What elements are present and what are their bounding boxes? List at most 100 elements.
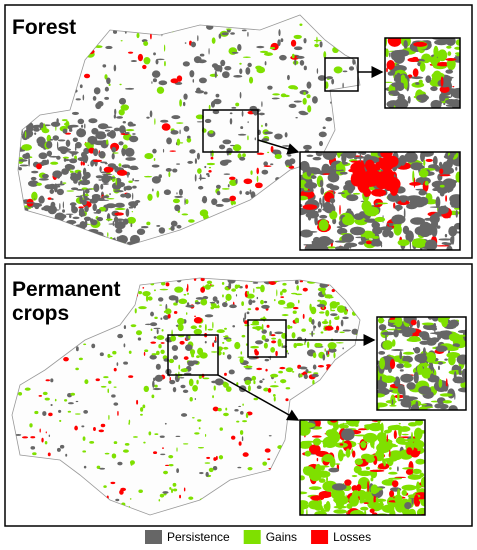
patch bbox=[430, 56, 439, 67]
patch bbox=[84, 123, 86, 129]
patch bbox=[49, 138, 54, 141]
patch bbox=[342, 329, 352, 332]
patch bbox=[298, 110, 306, 115]
patch bbox=[263, 300, 268, 304]
patch bbox=[246, 290, 250, 295]
patch bbox=[344, 479, 352, 486]
patch bbox=[75, 141, 82, 149]
patch bbox=[74, 425, 78, 431]
patch bbox=[222, 341, 225, 344]
patch bbox=[178, 364, 181, 370]
patch bbox=[113, 189, 124, 193]
patch bbox=[245, 191, 250, 196]
patch bbox=[277, 39, 281, 47]
patch bbox=[225, 386, 232, 392]
patch bbox=[403, 39, 408, 49]
patch bbox=[151, 353, 157, 356]
patch bbox=[346, 503, 353, 510]
patch bbox=[418, 385, 432, 395]
patch bbox=[77, 118, 85, 125]
patch bbox=[241, 301, 245, 306]
patch bbox=[300, 229, 313, 238]
patch bbox=[376, 432, 387, 443]
patch bbox=[127, 165, 131, 169]
patch bbox=[379, 357, 386, 370]
patch bbox=[129, 498, 132, 500]
patch bbox=[216, 329, 225, 334]
patch bbox=[94, 184, 99, 192]
patch bbox=[211, 351, 218, 353]
patch bbox=[230, 144, 235, 147]
patch bbox=[151, 164, 160, 168]
patch bbox=[184, 42, 187, 44]
patch bbox=[165, 282, 170, 287]
patch bbox=[44, 440, 48, 445]
patch bbox=[61, 119, 68, 122]
patch bbox=[331, 288, 336, 293]
patch bbox=[105, 45, 113, 50]
patch bbox=[111, 453, 117, 459]
patch bbox=[204, 433, 207, 437]
patch bbox=[261, 101, 263, 108]
patch bbox=[250, 323, 260, 326]
patch bbox=[270, 334, 276, 337]
patch bbox=[117, 461, 123, 466]
patch bbox=[350, 510, 365, 515]
patch bbox=[272, 393, 276, 397]
patch bbox=[316, 36, 318, 44]
patch bbox=[414, 353, 428, 363]
patch bbox=[401, 489, 407, 496]
patch bbox=[181, 213, 189, 216]
patch bbox=[280, 291, 283, 296]
patch bbox=[199, 173, 202, 181]
patch bbox=[322, 195, 325, 208]
patch bbox=[253, 397, 259, 401]
patch bbox=[91, 194, 98, 204]
patch bbox=[397, 466, 399, 472]
patch bbox=[322, 126, 326, 130]
patch bbox=[225, 300, 227, 303]
patch bbox=[207, 174, 210, 178]
patch bbox=[436, 62, 451, 67]
patch bbox=[222, 351, 225, 355]
patch bbox=[316, 239, 318, 243]
patch bbox=[341, 233, 355, 243]
patch bbox=[448, 332, 461, 342]
patch bbox=[204, 165, 207, 169]
patch bbox=[138, 291, 143, 295]
patch-group bbox=[385, 38, 460, 108]
patch bbox=[179, 129, 181, 135]
patch bbox=[215, 184, 221, 189]
patch bbox=[19, 164, 29, 167]
patch bbox=[245, 67, 251, 75]
patch bbox=[50, 161, 59, 165]
patch bbox=[364, 206, 380, 217]
patch bbox=[78, 211, 86, 217]
patch bbox=[176, 122, 184, 124]
patch bbox=[338, 453, 346, 457]
patch bbox=[155, 363, 161, 370]
patch bbox=[123, 361, 129, 365]
patch bbox=[171, 344, 179, 351]
patch bbox=[176, 447, 178, 452]
patch bbox=[397, 384, 405, 395]
patch bbox=[229, 176, 236, 181]
patch bbox=[50, 378, 54, 383]
patch bbox=[334, 463, 341, 465]
patch bbox=[82, 436, 86, 441]
patch bbox=[304, 181, 318, 189]
patch bbox=[416, 507, 425, 515]
patch bbox=[385, 48, 389, 58]
patch bbox=[389, 358, 396, 370]
patch bbox=[387, 38, 402, 47]
patch bbox=[143, 41, 149, 46]
patch bbox=[122, 144, 128, 150]
patch bbox=[410, 162, 423, 171]
patch bbox=[439, 168, 444, 175]
patch bbox=[295, 293, 303, 296]
patch bbox=[398, 361, 410, 364]
patch bbox=[125, 132, 130, 135]
patch bbox=[300, 441, 313, 449]
patch bbox=[379, 449, 383, 461]
patch bbox=[174, 286, 184, 293]
